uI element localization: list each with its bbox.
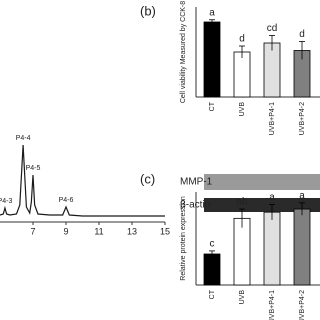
bar: [293, 208, 311, 286]
group-label: d: [239, 34, 245, 45]
group-label: a: [269, 192, 275, 203]
blot-band: [204, 198, 320, 212]
blot-label: MMP-1: [180, 177, 213, 188]
peak-label: P4-3: [0, 198, 12, 205]
group-label: ab: [236, 197, 248, 208]
bar: [203, 253, 221, 286]
x-tick-label: UVB: [239, 102, 246, 117]
panel-label: (b): [140, 3, 156, 18]
group-label: d: [299, 29, 305, 40]
x-tick-label: CT: [209, 289, 216, 299]
bar: [203, 21, 221, 98]
group-label: c: [210, 239, 215, 250]
group-label: a: [299, 190, 305, 201]
x-tick-label: UVB: [239, 290, 246, 305]
y-axis-title: Relative protein expression: [180, 196, 187, 281]
chromatogram-line: [0, 144, 165, 217]
blot-band: [204, 174, 320, 190]
peak-label: P4-5: [26, 165, 41, 172]
x-tick-label: UVB+P4-1: [269, 290, 276, 320]
group-label: cd: [267, 23, 278, 34]
x-tick-label: UVB+P4-1: [269, 102, 276, 135]
group-label: a: [209, 7, 215, 18]
x-tick-label: 11: [94, 226, 103, 236]
peak-label: P4-6: [59, 197, 74, 204]
x-tick-label: 9: [63, 226, 68, 236]
y-axis-title: Cell viability Measured by CCK-8: [180, 1, 187, 103]
bar: [263, 211, 281, 286]
x-tick-label: UVB+P4-2: [299, 290, 306, 320]
x-tick-label: 7: [30, 226, 35, 236]
panel-label: (c): [140, 171, 155, 186]
peak-label: P4-4: [16, 135, 31, 142]
bar: [233, 217, 251, 286]
x-tick-label: CT: [209, 101, 216, 111]
bar: [263, 42, 281, 98]
x-tick-label: 13: [127, 226, 137, 236]
x-tick-label: UVB+P4-2: [299, 102, 306, 135]
x-tick-label: 15: [160, 226, 170, 236]
bar: [233, 51, 251, 98]
blot-label: β-actin: [180, 200, 210, 211]
